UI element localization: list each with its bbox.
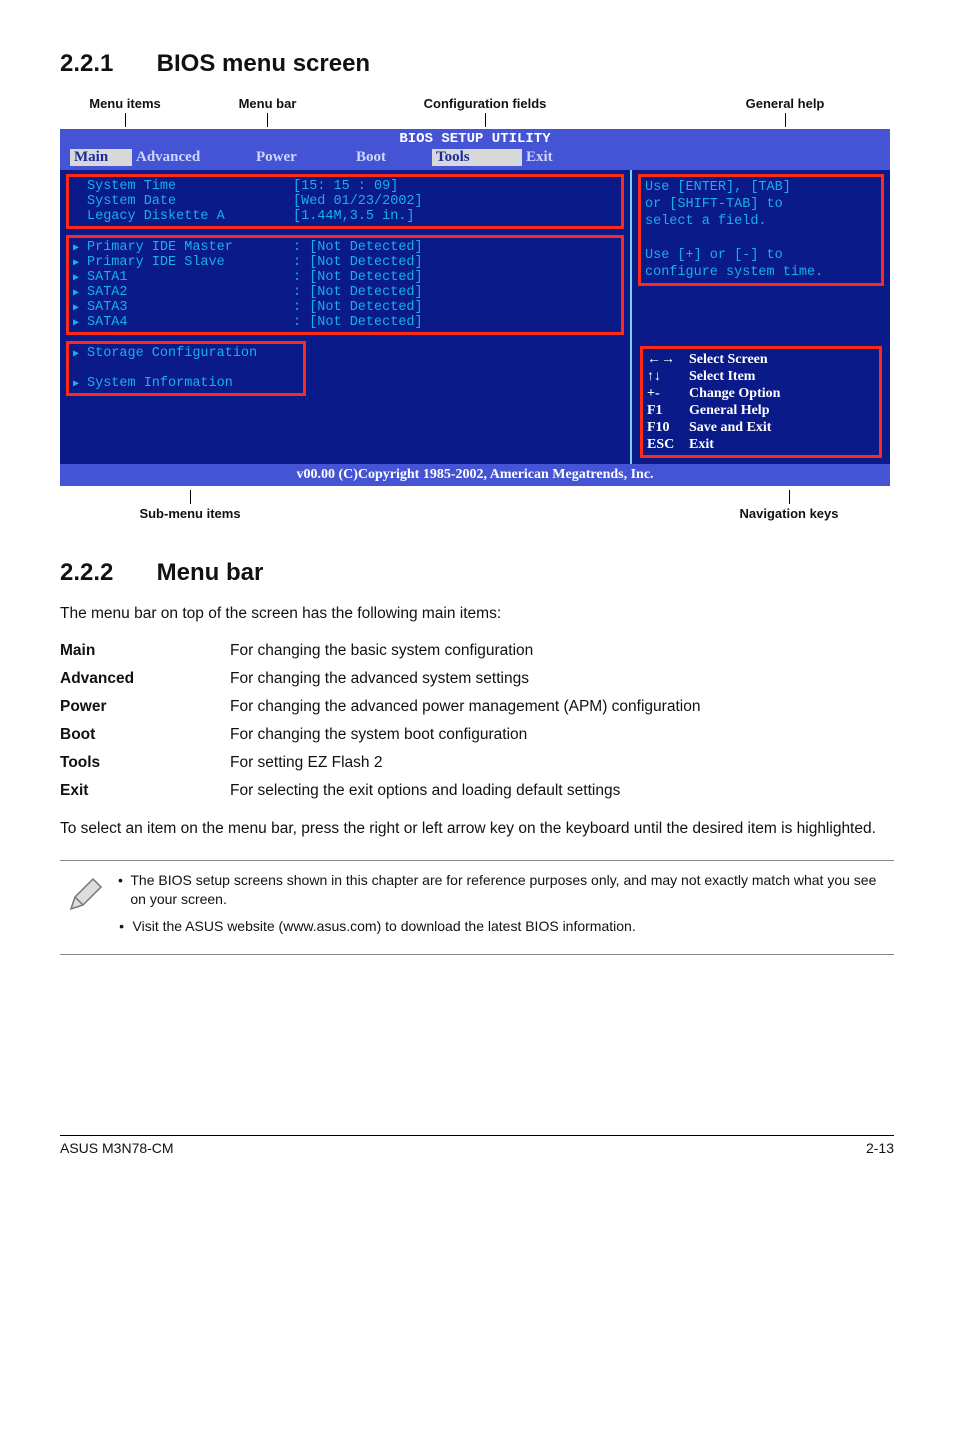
bios-item[interactable]: SATA4 — [73, 315, 293, 330]
nav-text: Select Screen — [689, 352, 768, 367]
bios-block-submenus: Storage Configuration System Information — [66, 341, 306, 396]
def-val: For setting EZ Flash 2 — [230, 749, 700, 777]
table-row: AdvancedFor changing the advanced system… — [60, 665, 700, 693]
label-menu-items: Menu items — [89, 96, 161, 111]
section-number: 2.2.2 — [60, 559, 150, 587]
bios-item[interactable]: Primary IDE Master — [73, 240, 293, 255]
bios-tab-boot[interactable]: Boot — [352, 149, 432, 166]
pencil-icon — [60, 871, 111, 944]
def-key: Boot — [60, 721, 230, 749]
note-item: The BIOS setup screens shown in this cha… — [111, 871, 894, 909]
bios-item[interactable]: SATA1 — [73, 270, 293, 285]
nav-text: General Help — [689, 403, 770, 418]
bios-tab-exit[interactable]: Exit — [522, 149, 592, 166]
definitions-table: MainFor changing the basic system config… — [60, 637, 700, 805]
bios-value[interactable]: [15: 15 : 09] — [293, 179, 398, 194]
bios-blank — [73, 361, 293, 376]
def-key: Main — [60, 637, 230, 665]
bios-tab-main[interactable]: Main — [70, 149, 132, 166]
bios-item[interactable]: Primary IDE Slave — [73, 255, 293, 270]
def-key: Tools — [60, 749, 230, 777]
bios-value: : [Not Detected] — [293, 270, 423, 285]
bios-block-time: System Time[15: 15 : 09] System Date[Wed… — [66, 174, 624, 229]
def-key: Exit — [60, 777, 230, 805]
bios-value: : [Not Detected] — [293, 240, 423, 255]
bios-item[interactable]: SATA2 — [73, 285, 293, 300]
nav-text: Exit — [689, 437, 714, 452]
table-row: BootFor changing the system boot configu… — [60, 721, 700, 749]
bios-screenshot: BIOS SETUP UTILITY Main Advanced Power B… — [60, 129, 890, 486]
nav-text: Select Item — [689, 369, 755, 384]
bios-menubar: Main Advanced Power Boot Tools Exit — [60, 149, 890, 168]
def-val: For changing the basic system configurat… — [230, 637, 700, 665]
note-item: Visit the ASUS website (www.asus.com) to… — [111, 917, 894, 936]
footer-right: 2-13 — [866, 1140, 894, 1156]
page-footer: ASUS M3N78-CM 2-13 — [60, 1135, 894, 1156]
footer-left: ASUS M3N78-CM — [60, 1140, 174, 1156]
nav-key: F10 — [647, 419, 689, 436]
def-val: For selecting the exit options and loadi… — [230, 777, 700, 805]
bottom-annotation-labels: Sub-menu items Navigation keys — [60, 490, 894, 521]
bios-value[interactable]: [1.44M,3.5 in.] — [293, 209, 415, 224]
bios-value: : [Not Detected] — [293, 315, 423, 330]
nav-text: Change Option — [689, 386, 780, 401]
def-val: For changing the advanced system setting… — [230, 665, 700, 693]
note-box: The BIOS setup screens shown in this cha… — [60, 860, 894, 955]
bios-item[interactable]: System Time — [73, 179, 293, 194]
section-title: Menu bar — [157, 559, 264, 586]
bios-value: : [Not Detected] — [293, 300, 423, 315]
bios-submenu-item[interactable]: Storage Configuration — [73, 346, 293, 361]
nav-key: ↑↓ — [647, 368, 689, 385]
bios-nav-keys: ←→Select Screen ↑↓Select Item +-Change O… — [640, 346, 882, 458]
bios-footer: v00.00 (C)Copyright 1985-2002, American … — [60, 464, 890, 486]
bios-block-drives: Primary IDE Master: [Not Detected] Prima… — [66, 235, 624, 335]
bios-title: BIOS SETUP UTILITY — [60, 129, 890, 149]
bios-left-pane: System Time[15: 15 : 09] System Date[Wed… — [60, 170, 630, 464]
label-menu-bar: Menu bar — [239, 96, 297, 111]
table-row: MainFor changing the basic system config… — [60, 637, 700, 665]
section-title: BIOS menu screen — [157, 50, 370, 77]
bios-help-text: Use [ENTER], [TAB] or [SHIFT-TAB] to sel… — [638, 174, 884, 286]
section-heading: 2.2.2 Menu bar — [60, 559, 894, 587]
intro-text: The menu bar on top of the screen has th… — [60, 605, 894, 623]
table-row: PowerFor changing the advanced power man… — [60, 693, 700, 721]
def-val: For changing the system boot configurati… — [230, 721, 700, 749]
nav-key: F1 — [647, 402, 689, 419]
nav-key: ESC — [647, 436, 689, 453]
bios-item[interactable]: SATA3 — [73, 300, 293, 315]
bios-tab-advanced[interactable]: Advanced — [132, 149, 252, 166]
label-config-fields: Configuration fields — [424, 96, 547, 111]
label-general-help: General help — [746, 96, 825, 111]
bios-tab-tools[interactable]: Tools — [432, 149, 522, 166]
bios-value: : [Not Detected] — [293, 255, 423, 270]
bios-submenu-item[interactable]: System Information — [73, 376, 293, 391]
bios-tab-power[interactable]: Power — [252, 149, 352, 166]
top-annotation-labels: Menu items Menu bar Configuration fields… — [60, 96, 894, 127]
label-submenu-items: Sub-menu items — [139, 506, 240, 521]
section-number: 2.2.1 — [60, 50, 150, 78]
bios-value[interactable]: [Wed 01/23/2002] — [293, 194, 423, 209]
def-key: Power — [60, 693, 230, 721]
table-row: ToolsFor setting EZ Flash 2 — [60, 749, 700, 777]
table-row: ExitFor selecting the exit options and l… — [60, 777, 700, 805]
label-navigation-keys: Navigation keys — [740, 506, 839, 521]
nav-key: +- — [647, 385, 689, 402]
def-val: For changing the advanced power manageme… — [230, 693, 700, 721]
bios-value: : [Not Detected] — [293, 285, 423, 300]
section-heading: 2.2.1 BIOS menu screen — [60, 50, 894, 78]
bios-help-pane: Use [ENTER], [TAB] or [SHIFT-TAB] to sel… — [630, 170, 890, 464]
nav-key: ←→ — [647, 351, 689, 368]
paragraph: To select an item on the menu bar, press… — [60, 819, 894, 840]
def-key: Advanced — [60, 665, 230, 693]
bios-item[interactable]: System Date — [73, 194, 293, 209]
nav-text: Save and Exit — [689, 420, 771, 435]
bios-item[interactable]: Legacy Diskette A — [73, 209, 293, 224]
